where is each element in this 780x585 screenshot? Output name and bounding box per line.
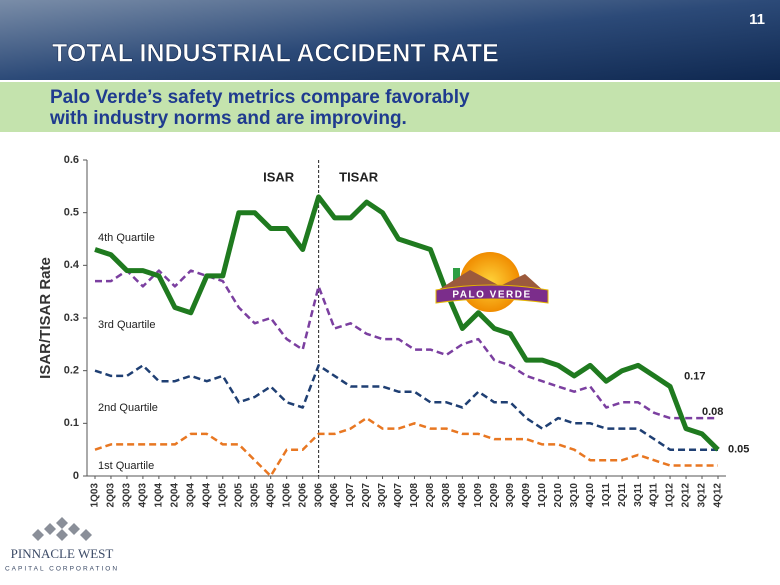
series-line	[94, 364, 718, 451]
x-tick-label: 3Q09	[505, 483, 516, 508]
x-tick-label: 2Q04	[169, 483, 180, 508]
y-tick-label: 0.5	[64, 207, 79, 219]
annotation: ISAR	[263, 169, 295, 184]
y-tick-label: 0.4	[64, 259, 80, 271]
value-label: 0.08	[702, 406, 723, 418]
x-tick-label: 4Q04	[201, 483, 212, 508]
x-tick-label: 1Q05	[217, 483, 228, 508]
x-tick-label: 2Q07	[361, 483, 372, 508]
series-line	[94, 416, 718, 478]
x-tick-label: 2Q11	[617, 483, 628, 507]
x-tick-label: 3Q11	[633, 483, 644, 507]
plot: 0 0.1 0.2 0.3 0.4 0.5 0.6 ISAR/TISAR Rate 1Q03 2Q…	[37, 154, 749, 508]
x-tick-label: 1Q03	[90, 483, 101, 508]
x-tick-label: 4Q06	[329, 483, 340, 508]
x-tick-label: 2Q08	[425, 483, 436, 508]
x-tick-label: 1Q07	[345, 483, 356, 508]
value-label: 0.05	[728, 444, 749, 456]
quartile-label: 1st Quartile	[98, 460, 154, 472]
x-tick-label: 1Q04	[154, 483, 165, 508]
logo-banner	[435, 284, 549, 304]
y-tick-label: 0.1	[64, 417, 79, 429]
subtitle-line: with industry norms and are improving.	[49, 108, 407, 129]
annotation: TISAR	[339, 169, 379, 184]
logo-diamonds	[32, 517, 92, 541]
y-tick-label: 0.2	[64, 365, 79, 377]
palo-verde-logo: PALO VERDE	[435, 252, 549, 312]
logo-text: PALO VERDE	[452, 290, 531, 301]
x-tick-label: 4Q05	[265, 483, 276, 508]
x-tick-label: 2Q05	[233, 483, 244, 508]
slide-title: TOTAL INDUSTRIAL ACCIDENT RATE	[52, 40, 499, 68]
y-tick-label: 0.3	[64, 312, 79, 324]
x-tick-label: 1Q06	[281, 483, 292, 508]
y-tick-label: 0.6	[64, 154, 79, 166]
x-tick-label: 3Q12	[697, 483, 708, 508]
body-bg	[0, 80, 780, 585]
x-tick-label: 4Q03	[138, 483, 149, 508]
quartile-label: 4th Quartile	[98, 232, 155, 244]
quartile-label: 2nd Quartile	[98, 402, 158, 414]
slide-number: 11	[749, 11, 765, 28]
x-tick-label: 1Q08	[409, 483, 420, 508]
x-tick-label: 1Q10	[537, 483, 548, 508]
x-tick-label: 4Q12	[713, 483, 724, 508]
x-tick-label: 4Q09	[521, 483, 532, 508]
x-tick-label: 3Q08	[441, 483, 452, 508]
x-tick-label: 2Q09	[489, 483, 500, 508]
value-label: 0.17	[684, 370, 705, 382]
x-tick-label: 4Q11	[649, 483, 660, 507]
pinnacle-west-logo: PINNACLE WEST CAPITAL CORPORATION	[5, 517, 119, 573]
x-tick-label: 1Q12	[665, 483, 676, 508]
logo-company-sub: CAPITAL CORPORATION	[5, 566, 119, 573]
x-tick-label: 4Q10	[585, 483, 596, 508]
quartile-label: 3rd Quartile	[98, 319, 155, 331]
x-tick-label: 1Q11	[601, 483, 612, 507]
subtitle-band	[0, 82, 780, 132]
x-tick-label: 2Q10	[553, 483, 564, 508]
x-tick-label: 4Q07	[393, 483, 404, 508]
x-tick-label: 2Q12	[681, 483, 692, 508]
header-band	[0, 0, 780, 80]
logo-company: PINNACLE WEST	[11, 546, 114, 561]
y-axis-label: ISAR/TISAR Rate	[37, 257, 54, 379]
x-tick-label: 2Q03	[106, 483, 117, 508]
y-tick-label: 0	[73, 470, 79, 482]
x-tick-label: 3Q05	[249, 483, 260, 508]
subtitle-line: Palo Verde’s safety metrics compare favo…	[50, 87, 470, 108]
series-line	[94, 194, 720, 452]
x-tick-label: 3Q07	[377, 483, 388, 508]
x-tick-label: 3Q06	[313, 483, 324, 508]
series-line	[95, 269, 718, 420]
x-tick-label: 3Q03	[122, 483, 133, 508]
x-tick-label: 4Q08	[457, 483, 468, 508]
x-tick-label: 3Q04	[185, 483, 196, 508]
x-tick-label: 1Q09	[473, 483, 484, 508]
x-tick-label: 3Q10	[569, 483, 580, 508]
x-tick-label: 2Q06	[297, 483, 308, 508]
